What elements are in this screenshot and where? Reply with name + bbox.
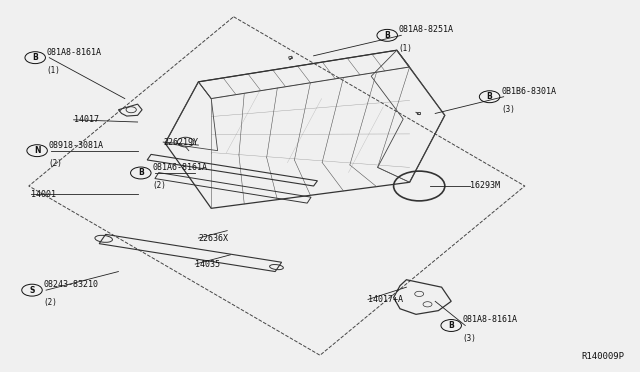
Text: 14017: 14017 [74, 115, 99, 124]
Text: (3): (3) [501, 105, 515, 114]
Text: 081A8-8251A: 081A8-8251A [399, 25, 454, 34]
Text: 16293M: 16293M [470, 182, 500, 190]
Text: S: S [29, 286, 35, 295]
Text: 226219Y: 226219Y [163, 138, 198, 147]
Text: (2): (2) [152, 181, 166, 190]
Text: B: B [33, 53, 38, 62]
Text: 08918-3081A: 08918-3081A [49, 141, 104, 150]
Text: 081A8-8161A: 081A8-8161A [47, 48, 102, 57]
Text: (1): (1) [399, 44, 413, 52]
Text: N: N [34, 146, 40, 155]
Text: (1): (1) [47, 66, 61, 75]
Text: 08243-83210: 08243-83210 [44, 280, 99, 289]
Text: 22636X: 22636X [198, 234, 228, 243]
Text: 14035: 14035 [195, 260, 220, 269]
Text: (3): (3) [463, 334, 477, 343]
Text: (2): (2) [49, 159, 63, 168]
Text: 081A8-8161A: 081A8-8161A [463, 315, 518, 324]
Text: B: B [385, 31, 390, 40]
Text: B: B [487, 92, 492, 101]
Text: 14001: 14001 [31, 190, 56, 199]
Text: (2): (2) [44, 298, 58, 307]
Text: R140009P: R140009P [581, 352, 624, 361]
Text: B: B [449, 321, 454, 330]
Text: 081A6-8161A: 081A6-8161A [152, 163, 207, 172]
Text: B: B [138, 169, 143, 177]
Text: 14017+A: 14017+A [368, 295, 403, 304]
Text: 0B1B6-8301A: 0B1B6-8301A [501, 87, 556, 96]
